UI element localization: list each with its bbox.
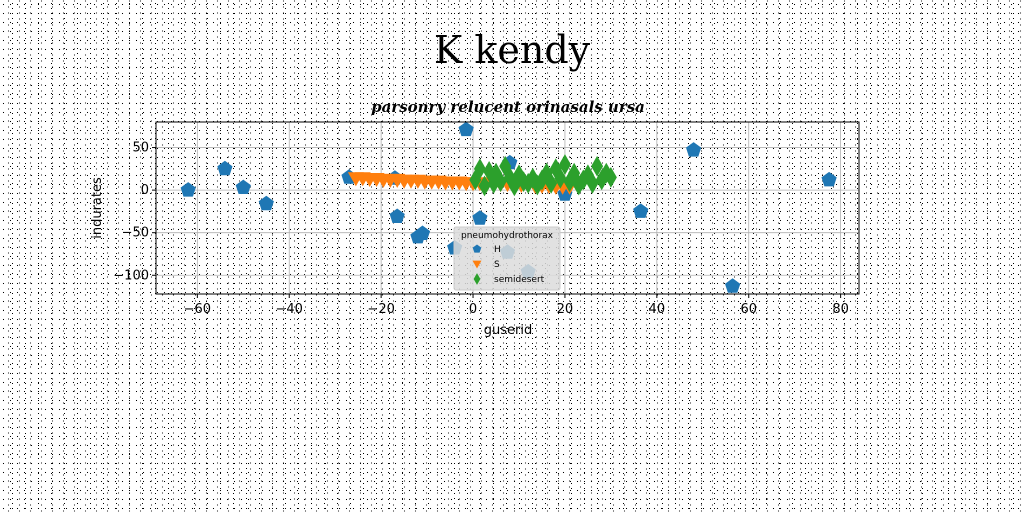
legend-box xyxy=(453,226,561,291)
legend-label: semidesert xyxy=(494,275,545,285)
data-point xyxy=(526,167,539,189)
series-semidesert xyxy=(469,154,617,197)
data-point xyxy=(258,195,274,211)
y-tick-label: 50 xyxy=(132,141,149,156)
data-point xyxy=(235,179,251,194)
data-point xyxy=(473,158,486,180)
data-point xyxy=(586,172,599,194)
x-tick-label: 0 xyxy=(469,302,477,317)
data-point xyxy=(558,154,571,175)
data-point xyxy=(508,175,521,197)
y-tick-label: −50 xyxy=(122,226,149,241)
plot-area-frame xyxy=(155,121,860,295)
data-point xyxy=(494,171,507,193)
x-axis-label: guserid xyxy=(484,323,532,338)
data-point xyxy=(686,142,702,157)
data-point xyxy=(604,166,617,188)
x-tick-label: 40 xyxy=(649,302,666,317)
data-point xyxy=(554,167,567,189)
data-point xyxy=(633,203,649,218)
x-tick-label: −60 xyxy=(184,302,211,317)
y-tick-label: 0 xyxy=(141,183,149,198)
data-point xyxy=(725,278,741,293)
data-point xyxy=(414,225,431,240)
x-tick-label: −40 xyxy=(276,302,303,317)
data-point xyxy=(821,171,837,187)
x-tick-label: 20 xyxy=(557,302,574,317)
data-point xyxy=(458,121,474,137)
chart-title: parsonry relucent orinasals ursa xyxy=(371,98,645,116)
data-point xyxy=(389,208,405,223)
legend-label: S xyxy=(494,260,500,270)
data-point xyxy=(472,210,488,225)
x-tick-label: 80 xyxy=(832,302,849,317)
y-axis: 50 0 −50 −100 xyxy=(113,141,156,283)
page-title: K kendy xyxy=(433,28,591,72)
legend-label: H xyxy=(494,245,501,255)
x-axis: −60 −40 −20 0 20 40 60 80 xyxy=(184,294,849,317)
data-point xyxy=(478,175,491,197)
data-point xyxy=(499,155,512,177)
legend-title: pneumohydrothorax xyxy=(461,231,554,241)
data-point xyxy=(531,174,544,196)
legend-marker xyxy=(472,260,482,269)
data-point xyxy=(217,160,233,176)
y-tick-label: −100 xyxy=(113,268,149,283)
legend-marker xyxy=(473,273,481,285)
data-point xyxy=(591,155,604,177)
x-tick-label: −20 xyxy=(367,302,394,317)
data-point xyxy=(549,158,562,180)
data-point xyxy=(572,174,585,196)
data-point xyxy=(545,172,558,194)
legend-marker xyxy=(472,244,482,253)
x-tick-label: 60 xyxy=(740,302,757,317)
data-point xyxy=(180,182,196,197)
y-axis-label: indurates xyxy=(90,177,105,239)
